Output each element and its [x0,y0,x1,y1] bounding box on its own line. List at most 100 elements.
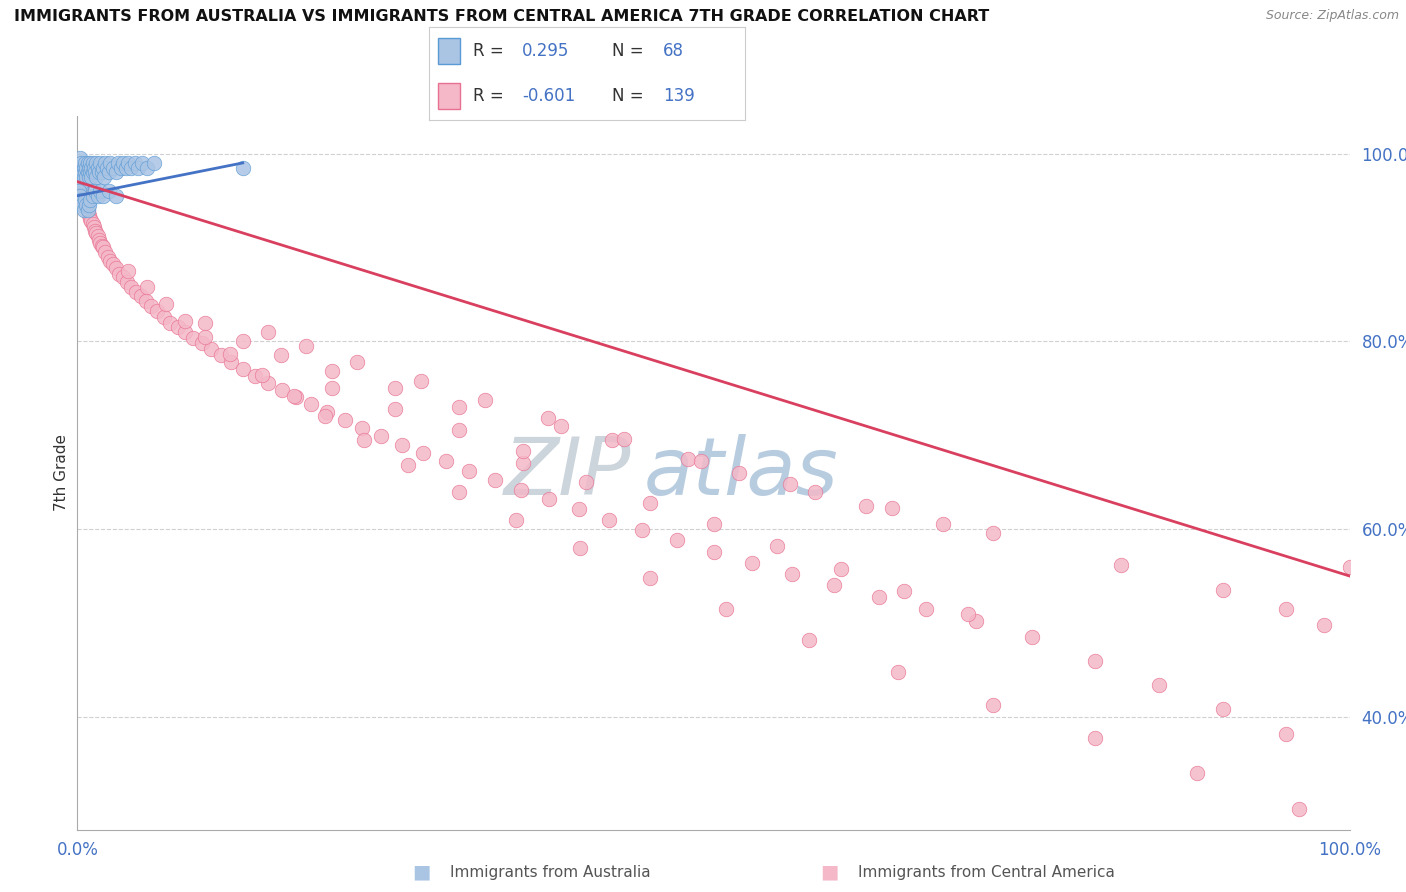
Point [779,477,801,491]
Point [79,165,101,179]
Point [124,156,146,170]
Point [98,184,121,198]
Point [449,423,471,437]
Point [728,466,751,480]
Point [100,254,122,268]
Point [409,374,432,388]
Point [638,571,661,585]
Point [703,544,725,558]
Point [86,161,108,175]
Point [458,464,481,478]
Point [1212,583,1234,598]
Text: Immigrants from Central America: Immigrants from Central America [858,865,1115,880]
Point [139,299,162,313]
Text: N =: N = [613,42,650,60]
Point [120,161,142,175]
Point [82,188,104,202]
Point [232,161,254,175]
Point [209,348,232,362]
Point [505,513,527,527]
Point [568,502,591,516]
Point [568,541,591,555]
Point [665,533,688,548]
Point [257,325,280,339]
Point [79,194,101,208]
Point [84,165,107,179]
Point [131,156,153,170]
Point [250,368,273,383]
Point [1021,630,1043,644]
Point [271,383,294,397]
Point [219,347,242,361]
Point [434,454,457,468]
Point [257,376,280,390]
Point [965,614,987,628]
Point [314,409,336,424]
Point [72,184,94,198]
Point [89,235,111,250]
Point [104,261,127,276]
Point [887,665,910,679]
FancyBboxPatch shape [439,38,461,64]
Point [104,188,127,202]
Point [301,397,323,411]
Point [110,161,132,175]
Point [86,156,108,170]
Point [73,188,96,202]
Point [108,267,131,281]
Point [86,227,108,241]
Point [70,179,93,194]
Point [285,390,308,404]
Text: Source: ZipAtlas.com: Source: ZipAtlas.com [1265,9,1399,22]
Point [174,325,197,339]
Point [87,233,110,247]
Point [283,389,305,403]
Point [91,188,114,202]
Point [1288,802,1310,816]
Point [120,280,142,294]
Point [75,198,97,212]
Point [194,329,217,343]
Point [117,156,139,170]
Point [80,161,103,175]
Point [97,250,120,264]
Point [191,336,214,351]
Point [67,169,90,184]
Point [782,567,804,582]
Point [86,188,108,202]
Point [72,175,94,189]
Point [112,270,135,285]
Point [73,194,96,208]
Text: N =: N = [613,87,650,105]
Point [166,320,188,334]
Point [83,219,105,234]
Point [983,698,1005,712]
Point [86,229,108,244]
Point [449,400,471,414]
Point [868,590,890,604]
Point [321,381,343,395]
Point [70,179,93,194]
Point [136,161,159,175]
Text: R =: R = [472,87,509,105]
Point [638,496,661,510]
Y-axis label: 7th Grade: 7th Grade [53,434,69,511]
Point [104,165,127,179]
Point [575,475,598,490]
Text: atlas: atlas [644,434,838,512]
Point [117,264,139,278]
Text: Immigrants from Australia: Immigrants from Australia [450,865,651,880]
Point [112,156,135,170]
Point [125,285,148,300]
Point [69,188,91,202]
Point [84,184,107,198]
Point [830,561,852,575]
Point [101,257,124,271]
Point [114,161,136,175]
Point [153,310,176,324]
Point [689,454,711,468]
Point [82,165,104,179]
Point [797,632,820,647]
Point [880,501,903,516]
Point [136,280,159,294]
